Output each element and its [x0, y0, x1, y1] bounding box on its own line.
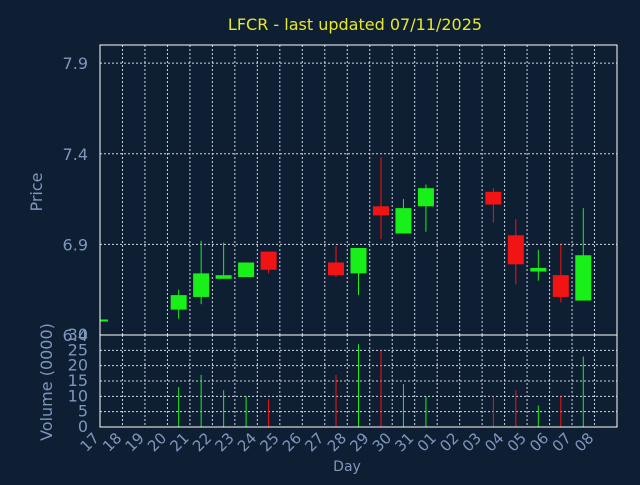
candle-body-04: [507, 235, 524, 265]
volume-tick-label: 25: [68, 340, 88, 359]
candle-body-27: [328, 262, 345, 276]
volume-tick-label: 0: [78, 417, 88, 436]
candle-body-28: [350, 248, 367, 274]
candle-body-30: [395, 208, 412, 234]
price-tick-label: 6.4: [63, 326, 88, 345]
candle-body-06: [552, 275, 569, 297]
grid-layer: [100, 45, 617, 427]
candle-body-07: [575, 255, 592, 301]
volume-tick-label: 30: [68, 325, 88, 344]
candle-body-24: [260, 251, 277, 270]
price-tick-label: 6.9: [63, 235, 88, 254]
candle-body-31: [417, 188, 434, 207]
volume-axis-label: Volume (0000): [37, 323, 56, 441]
volume-tick-label: 20: [68, 356, 88, 375]
candle-body-22: [215, 275, 232, 279]
chart-title: LFCR - last updated 07/11/2025: [228, 15, 482, 34]
candles-layer: [100, 157, 592, 322]
volume-tick-label: 15: [68, 371, 88, 390]
volume-tick-label: 10: [68, 386, 88, 405]
volume-bars-layer: [178, 344, 584, 427]
candle-body-29: [372, 206, 389, 216]
candle-body-03: [485, 191, 502, 205]
price-tick-label: 7.9: [63, 54, 88, 73]
axes-layer: [99, 44, 618, 428]
price-axis-label: Price: [27, 172, 46, 211]
volume-panel-frame: [99, 334, 618, 428]
day-tick-label: 08: [571, 429, 597, 455]
volume-tick-label: 5: [78, 402, 88, 421]
candle-body-20: [170, 295, 187, 310]
x-axis-label: Day: [333, 459, 361, 475]
price-tick-label: 7.4: [63, 145, 88, 164]
candle-body-23: [238, 262, 255, 277]
candle-body-21: [193, 273, 210, 297]
candle-body-05: [530, 267, 547, 272]
